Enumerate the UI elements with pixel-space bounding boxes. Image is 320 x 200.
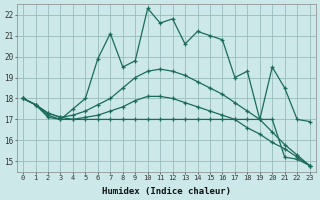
X-axis label: Humidex (Indice chaleur): Humidex (Indice chaleur) — [102, 187, 231, 196]
